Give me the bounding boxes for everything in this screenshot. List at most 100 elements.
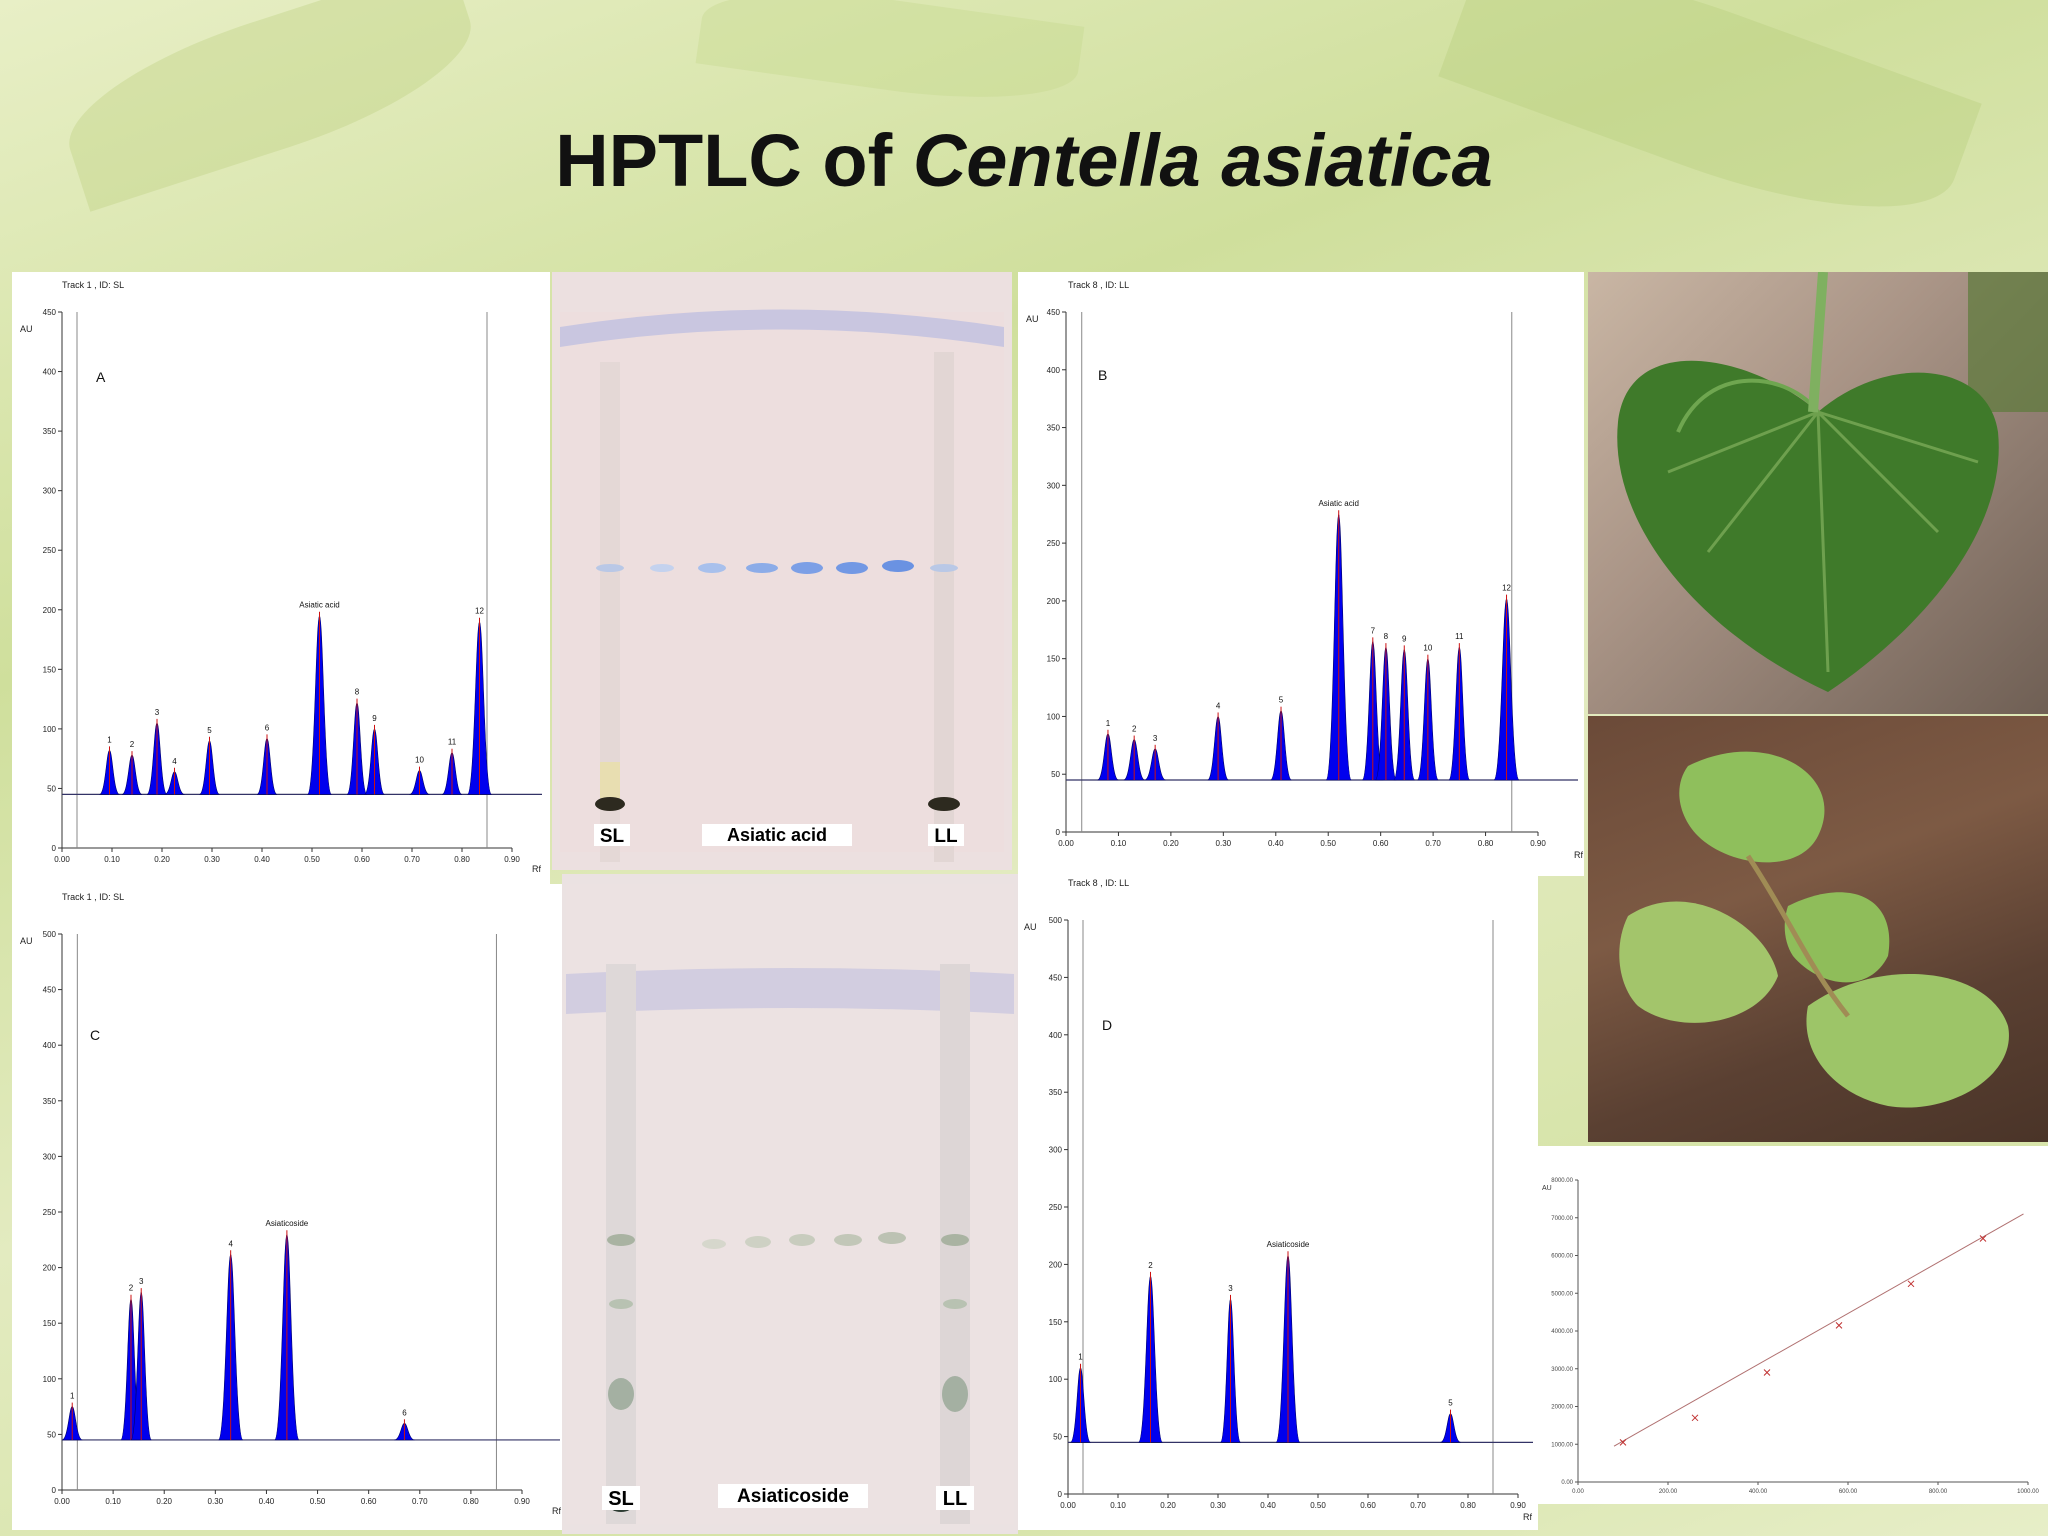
calibration-panel: AU 0.00 1000.00 2000.00 3000.00 4000.00 5000.0… bbox=[1538, 1146, 2048, 1504]
peak-label: 1 bbox=[107, 735, 112, 744]
plate-label-sl: SL bbox=[600, 826, 625, 847]
y-tick-label: 450 bbox=[43, 308, 57, 317]
x-tick-label: 0.20 bbox=[156, 1497, 172, 1506]
y-tick-label: 100 bbox=[1047, 712, 1061, 721]
x-tick-label: 0.90 bbox=[1510, 1501, 1526, 1510]
peak-label: 8 bbox=[355, 688, 360, 697]
y-tick-label: 200 bbox=[1047, 597, 1061, 606]
cal-x-tick-label: 400.00 bbox=[1749, 1489, 1768, 1495]
y-axis-unit: AU bbox=[1024, 922, 1037, 932]
y-tick-label: 150 bbox=[43, 1319, 57, 1328]
band-sl-asiaticoside bbox=[607, 1234, 635, 1246]
band-ll-2 bbox=[943, 1299, 967, 1309]
plant-leaf bbox=[1806, 973, 2009, 1108]
cal-y-tick-label: 6000.00 bbox=[1551, 1254, 1573, 1260]
y-tick-label: 200 bbox=[43, 1264, 57, 1273]
chromatogram-d: Track 8 , ID: LL AU Rf D 0 50 100 150 200 250 300 3… bbox=[1024, 878, 1533, 1522]
plant-leaf bbox=[1619, 901, 1778, 1023]
x-tick-label: 0.40 bbox=[1260, 1501, 1276, 1510]
band-std-5 bbox=[836, 562, 868, 574]
chromatogram-b: Track 8 , ID: LL AU Rf B 0 50 100 150 200 250 300 3… bbox=[1026, 280, 1583, 860]
chromatogram-c: Track 1 , ID: SL AU Rf C 0 50 100 150 200 250 300 3… bbox=[20, 892, 561, 1516]
regression-line bbox=[1613, 1213, 2024, 1447]
y-tick-label: 400 bbox=[43, 368, 57, 377]
tlc-plate-top-drawing: SL Asiatic acid LL bbox=[560, 309, 1004, 862]
calibration-point bbox=[1835, 1321, 1843, 1329]
peak-label: 11 bbox=[1455, 632, 1464, 641]
background-grass bbox=[1968, 272, 2048, 412]
tlc-plate-asiatic-acid: SL Asiatic acid LL bbox=[552, 272, 1012, 870]
label-bg-ll bbox=[936, 1486, 974, 1510]
y-tick-label: 400 bbox=[43, 1041, 57, 1050]
peak-label: Asiatic acid bbox=[299, 601, 339, 610]
peak-label: 4 bbox=[228, 1239, 233, 1248]
y-tick-label: 100 bbox=[43, 725, 57, 734]
y-tick-label: 350 bbox=[1049, 1088, 1063, 1097]
label-bg-center bbox=[702, 824, 852, 846]
leaf-hand-drawing bbox=[1617, 272, 2048, 692]
cal-y-tick-label: 1000.00 bbox=[1551, 1442, 1573, 1448]
plant-stem bbox=[1745, 854, 1850, 1018]
peak-label: 3 bbox=[1153, 734, 1158, 743]
x-tick-label: 0.80 bbox=[454, 855, 470, 864]
band-std-4 bbox=[791, 562, 823, 574]
x-tick-label: 0.80 bbox=[463, 1497, 479, 1506]
peak-label: 12 bbox=[475, 607, 484, 616]
cal-x-tick-label: 0.00 bbox=[1572, 1489, 1584, 1495]
band-ll-asiaticoside bbox=[941, 1234, 969, 1246]
x-tick-label: 0.90 bbox=[1530, 839, 1546, 848]
x-tick-label: 0.40 bbox=[254, 855, 270, 864]
peak-label: 10 bbox=[415, 756, 424, 765]
y-tick-label: 450 bbox=[1047, 308, 1061, 317]
x-tick-label: 0.10 bbox=[1110, 1501, 1126, 1510]
peak-label: 12 bbox=[1502, 584, 1511, 593]
y-tick-label: 200 bbox=[1049, 1260, 1063, 1269]
x-tick-label: 0.50 bbox=[304, 855, 320, 864]
y-tick-label: 0 bbox=[52, 844, 57, 853]
label-bg-sl bbox=[602, 1486, 640, 1510]
peak-label: 8 bbox=[1384, 632, 1389, 641]
calibration-curve: AU 0.00 1000.00 2000.00 3000.00 4000.00 5000.0… bbox=[1542, 1178, 2040, 1495]
x-tick-label: 0.00 bbox=[1060, 1501, 1076, 1510]
peak-label: 9 bbox=[1402, 634, 1407, 643]
x-axis-unit: Rf bbox=[1523, 1512, 1532, 1522]
y-tick-label: 500 bbox=[43, 930, 57, 939]
x-tick-label: 0.20 bbox=[1163, 839, 1179, 848]
y-tick-label: 300 bbox=[43, 1152, 57, 1161]
plant-leaf bbox=[1679, 751, 1825, 863]
y-tick-label: 0 bbox=[1056, 828, 1061, 837]
x-tick-label: 0.50 bbox=[310, 1497, 326, 1506]
peak-label: 3 bbox=[1228, 1284, 1233, 1293]
x-tick-label: 0.10 bbox=[105, 1497, 121, 1506]
plate-label-asiatic-acid: Asiatic acid bbox=[727, 825, 827, 845]
x-tick-label: 0.90 bbox=[514, 1497, 530, 1506]
label-bg-center bbox=[718, 1484, 868, 1508]
y-tick-label: 450 bbox=[43, 986, 57, 995]
y-tick-label: 100 bbox=[43, 1375, 57, 1384]
tlc-plate-asiaticoside: SL Asiaticoside LL bbox=[562, 874, 1018, 1534]
y-tick-label: 300 bbox=[1047, 481, 1061, 490]
peak-label: Asiaticoside bbox=[1267, 1240, 1310, 1249]
band-std-1 bbox=[650, 564, 674, 572]
track-ll bbox=[934, 352, 954, 862]
x-tick-label: 0.30 bbox=[1210, 1501, 1226, 1510]
photo-plant-on-soil bbox=[1588, 716, 2048, 1142]
band-sl-yellow bbox=[600, 762, 620, 798]
leaf-stem bbox=[1808, 272, 1828, 413]
solvent-front bbox=[566, 968, 1014, 1014]
band-std-2 bbox=[698, 563, 726, 573]
y-tick-label: 500 bbox=[1049, 916, 1063, 925]
y-axis-unit: AU bbox=[20, 324, 33, 334]
chromatogram-a: Track 1 , ID: SL AU Rf A 0 50 100 150 200 250 300 3… bbox=[20, 280, 542, 874]
peak-label: 2 bbox=[129, 1284, 134, 1293]
plant-soil-drawing bbox=[1619, 751, 2009, 1108]
calibration-point bbox=[1763, 1369, 1771, 1376]
peak-label: 1 bbox=[70, 1392, 75, 1401]
cal-x-tick-label: 600.00 bbox=[1839, 1489, 1858, 1495]
band-sl-blue bbox=[596, 564, 624, 572]
x-tick-label: 0.70 bbox=[412, 1497, 428, 1506]
cal-y-tick-label: 4000.00 bbox=[1551, 1329, 1573, 1335]
plate-label-asiaticoside: Asiaticoside bbox=[737, 1486, 849, 1507]
chromatogram-panel-c: Track 1 , ID: SL AU Rf C 0 50 100 150 200 250 300 3… bbox=[12, 884, 564, 1530]
x-tick-label: 0.30 bbox=[1216, 839, 1232, 848]
